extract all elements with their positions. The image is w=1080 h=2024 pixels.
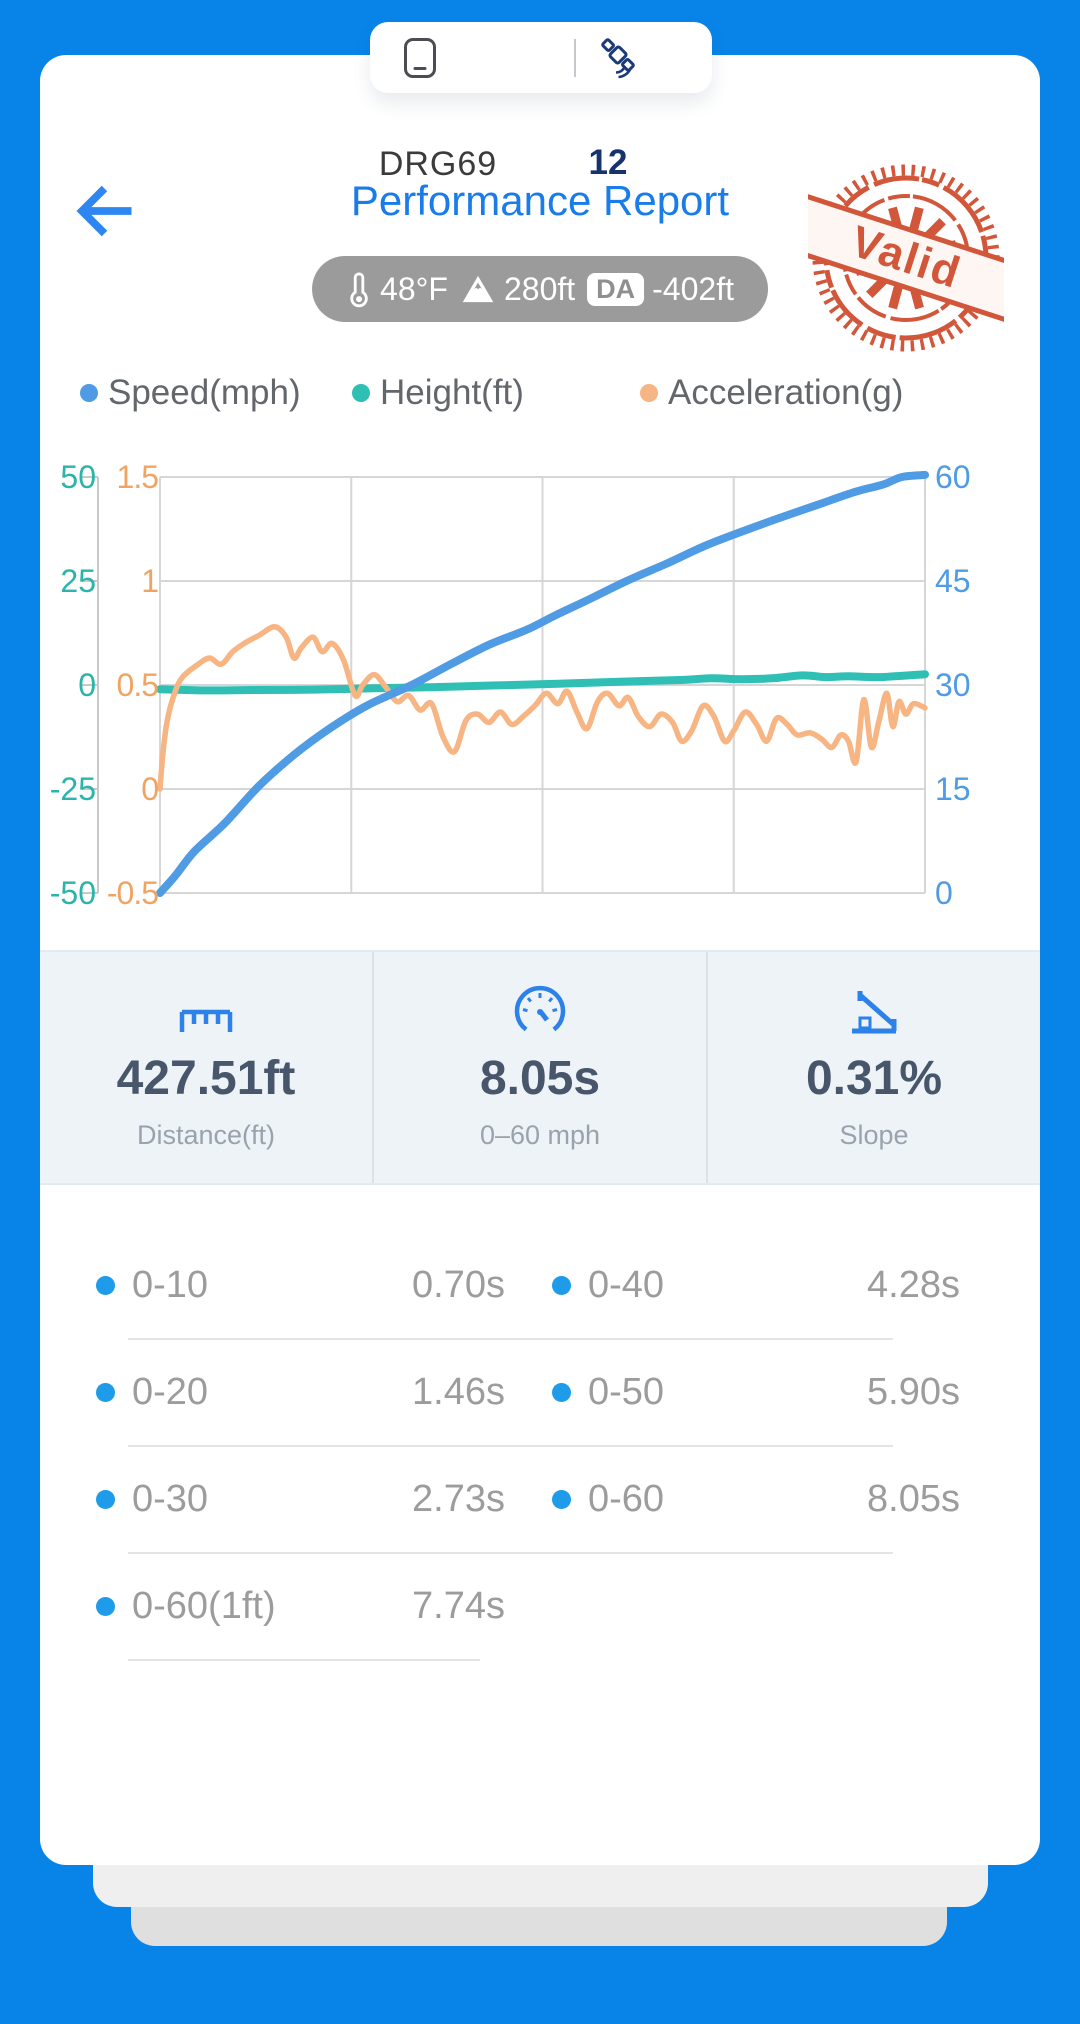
thermometer-icon: [350, 272, 368, 308]
acceleration-legend-label: Acceleration(g): [668, 373, 904, 412]
height-axis-tick: 25: [60, 563, 96, 599]
back-arrow-icon: [76, 185, 132, 237]
height-axis-tick: -25: [49, 771, 96, 807]
acceleration-legend-dot: [640, 384, 658, 402]
table-row: 0-30 2.73s 0-60 8.05s: [40, 1447, 1040, 1552]
speed-axis-tick: 60: [935, 459, 971, 495]
legend-item-height: Height(ft): [352, 370, 524, 416]
density-altitude-value: -402ft: [652, 270, 734, 307]
split-times-table: 0-10 0.70s 0-40 4.28s 0-20 1.46s: [40, 1233, 1040, 1661]
stacked-report-card-2: [131, 1902, 947, 1946]
chart-plot-area: [82, 470, 929, 897]
stats-band: 427.51ft Distance(ft) 8.05s 0–60 mph: [40, 950, 1040, 1185]
range-cell-0-60-1ft: 0-60(1ft) 7.74s: [96, 1585, 505, 1628]
ruler-icon: [177, 985, 235, 1037]
bullet-icon: [96, 1276, 115, 1295]
range-cell-0-40: 0-40 4.28s: [552, 1264, 960, 1307]
table-row: 0-20 1.46s 0-50 5.90s: [40, 1340, 1040, 1445]
height-axis-tick: 50: [60, 459, 96, 495]
bullet-icon: [96, 1597, 115, 1616]
tab-divider: [574, 39, 576, 77]
density-altitude-group: DA -402ft: [587, 271, 734, 308]
series-speed-mph-: [156, 470, 929, 897]
legend-item-speed: Speed(mph): [80, 370, 301, 416]
report-card: DRG69 12 Performance Report 48°F 280ft D…: [40, 55, 1040, 1865]
accel-axis-tick: 0: [141, 771, 159, 807]
zero-to-sixty-value: 8.05s: [479, 1051, 601, 1105]
range-cell-0-50: 0-50 5.90s: [552, 1371, 960, 1414]
stat-zero-to-sixty: 8.05s 0–60 mph: [372, 952, 706, 1183]
range-cell-0-20: 0-20 1.46s: [96, 1371, 505, 1414]
row-divider: [128, 1338, 893, 1340]
series-acceleration-g-: [157, 624, 928, 792]
stacked-report-card-1: [93, 1860, 988, 1907]
performance-chart: 50 25 0 -25 -50 1.5 1 0.5 0 -0.5 60 45 3…: [40, 435, 1040, 935]
altitude-value: 280ft: [503, 270, 576, 307]
conditions-pill: 48°F 280ft DA -402ft: [312, 256, 768, 322]
table-row: 0-10 0.70s 0-40 4.28s: [40, 1233, 1040, 1338]
device-name-label: DRG69: [378, 145, 498, 183]
range-cell-0-30: 0-30 2.73s: [96, 1478, 505, 1521]
stat-slope: 0.31% Slope: [706, 952, 1040, 1183]
device-icon: [404, 38, 436, 78]
range-cell-0-10: 0-10 0.70s: [96, 1264, 505, 1307]
bullet-icon: [552, 1383, 571, 1402]
altitude-group: 280ft: [460, 271, 575, 308]
bullet-icon: [96, 1490, 115, 1509]
speed-legend-dot: [80, 384, 98, 402]
device-status-tab[interactable]: [370, 22, 712, 93]
bullet-icon: [96, 1383, 115, 1402]
legend-item-acceleration: Acceleration(g): [640, 370, 903, 416]
row-divider: [128, 1445, 893, 1447]
satellite-icon: [596, 36, 640, 80]
back-button[interactable]: [70, 175, 142, 247]
mountain-icon: [462, 275, 494, 303]
distance-label: Distance(ft): [136, 1119, 276, 1150]
zero-to-sixty-label: 0–60 mph: [479, 1119, 601, 1150]
bullet-icon: [552, 1276, 571, 1295]
temperature-group: 48°F: [346, 270, 448, 308]
speed-axis-tick: 30: [935, 667, 971, 703]
height-legend-label: Height(ft): [380, 373, 524, 412]
speed-axis-tick: 0: [935, 875, 953, 911]
valid-stamp: Valid: [780, 160, 1032, 356]
row-divider: [128, 1659, 480, 1661]
row-divider: [128, 1552, 893, 1554]
accel-axis-tick: 0.5: [116, 667, 159, 703]
satellite-count-label: 12: [588, 143, 628, 182]
height-axis-line: [82, 476, 99, 894]
slope-icon: [847, 985, 901, 1037]
height-axis-tick: 0: [78, 667, 96, 703]
accel-axis-tick: -0.5: [106, 875, 159, 911]
gauge-icon: [514, 985, 566, 1037]
series-height-ft-: [156, 670, 929, 695]
speed-axis-tick: 15: [935, 771, 971, 807]
distance-value: 427.51ft: [116, 1051, 296, 1105]
range-cell-0-60: 0-60 8.05s: [552, 1478, 960, 1521]
accel-axis-tick: 1: [141, 563, 159, 599]
page-title: Performance Report: [350, 177, 730, 224]
temperature-value: 48°F: [380, 270, 448, 307]
stat-distance: 427.51ft Distance(ft): [40, 952, 372, 1183]
bullet-icon: [552, 1490, 571, 1509]
height-axis-tick: -50: [49, 875, 96, 911]
accel-axis-tick: 1.5: [116, 459, 159, 495]
da-badge: DA: [587, 272, 645, 306]
speed-axis-tick: 45: [935, 563, 971, 599]
table-row: 0-60(1ft) 7.74s: [40, 1554, 1040, 1659]
speed-legend-label: Speed(mph): [108, 373, 301, 412]
slope-label: Slope: [839, 1119, 909, 1150]
slope-value: 0.31%: [805, 1051, 943, 1105]
height-legend-dot: [352, 384, 370, 402]
